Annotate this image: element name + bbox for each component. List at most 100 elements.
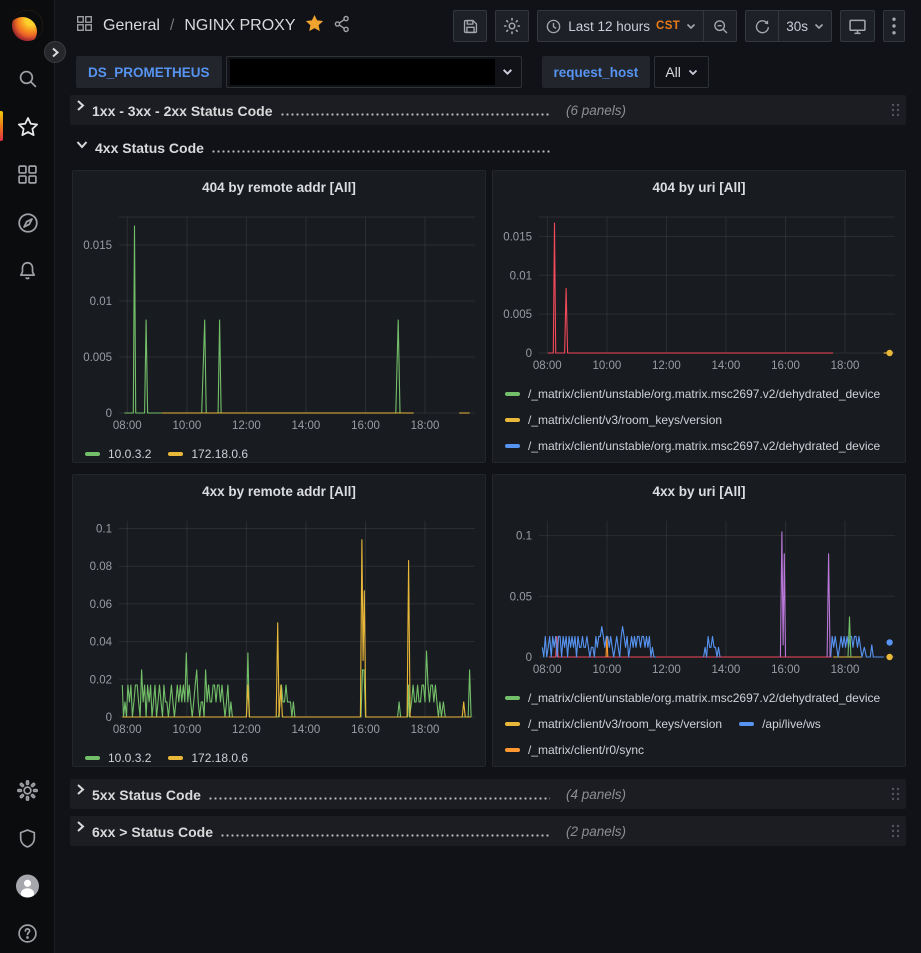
timeseries-chart[interactable]: 0 0.005 0.01 0.015 08:00 10:00 12:00 14:00 16:00… (73, 203, 485, 440)
server-admin-shield-icon[interactable] (16, 827, 39, 850)
legend-label: /_matrix/client/r0/sync (528, 743, 645, 757)
breadcrumb: General / NGINX PROXY (76, 14, 351, 38)
chart-legend: 10.0.3.2 172.18.0.6 (73, 744, 485, 766)
save-dashboard-button[interactable] (453, 10, 488, 42)
zoom-out-time-button[interactable] (703, 10, 738, 42)
legend-item[interactable]: /_matrix/client/unstable/org.matrix.msc2… (505, 763, 880, 766)
configuration-gear-icon[interactable] (16, 779, 39, 802)
user-avatar[interactable] (16, 874, 39, 897)
row-header-5xx[interactable]: 5xx Status Code (4 panels) (70, 779, 906, 809)
help-icon[interactable] (16, 922, 39, 945)
row-drag-handle[interactable] (890, 786, 900, 802)
legend-item[interactable]: /_matrix/client/r0/sync (505, 737, 644, 763)
svg-text:18:00: 18:00 (411, 724, 440, 736)
row-header-4xx[interactable]: 4xx Status Code (70, 132, 906, 162)
svg-text:0.05: 0.05 (510, 591, 532, 603)
alerting-bell-icon[interactable] (16, 259, 39, 282)
refresh-button[interactable] (745, 10, 780, 42)
dashboard-variables: DS_PROMETHEUS request_host All (55, 52, 921, 92)
svg-text:08:00: 08:00 (113, 724, 142, 736)
legend-label: 10.0.3.2 (108, 447, 152, 461)
datasource-variable-dropdown[interactable] (225, 56, 522, 88)
timeseries-chart[interactable]: 0 0.005 0.01 0.015 08:00 10:00 12:00 14:00 16:00… (493, 203, 905, 380)
explore-compass-icon[interactable] (16, 211, 39, 234)
legend-item[interactable]: /_matrix/client/unstable/org.matrix.msc2… (505, 685, 880, 711)
svg-text:10:00: 10:00 (593, 360, 622, 372)
favorite-star-icon[interactable] (305, 14, 323, 37)
legend-item[interactable]: 172.18.0.6 (168, 441, 249, 462)
timeseries-chart[interactable]: 0 0.05 0.1 08:00 10:00 12:00 14:00 16:00 18:00 (493, 507, 905, 684)
request-host-value: All (665, 64, 681, 80)
row-dotted-leader (279, 113, 550, 116)
legend-item[interactable]: 10.0.3.2 (85, 745, 151, 766)
time-range-label: Last 12 hours (568, 18, 651, 34)
row-header-6xx[interactable]: 6xx > Status Code (2 panels) (70, 816, 906, 846)
request-host-variable-dropdown[interactable]: All (654, 56, 709, 88)
request-host-variable-label[interactable]: request_host (541, 56, 651, 88)
legend-swatch (85, 756, 100, 760)
panel-title[interactable]: 4xx by uri [All] (652, 483, 746, 499)
refresh-interval-dropdown[interactable]: 30s (778, 10, 832, 42)
legend-swatch (168, 756, 184, 760)
panel-title[interactable]: 4xx by remote addr [All] (202, 483, 356, 499)
legend-label: 172.18.0.6 (191, 447, 249, 461)
panel-title[interactable]: 404 by uri [All] (652, 179, 746, 195)
svg-text:0.04: 0.04 (90, 637, 113, 649)
share-icon[interactable] (333, 15, 351, 38)
legend-item[interactable]: /_matrix/client/unstable/org.matrix.msc2… (505, 381, 880, 407)
legend-item[interactable]: /sw.js (739, 459, 791, 462)
svg-text:0.01: 0.01 (510, 270, 532, 282)
timeseries-chart[interactable]: 0 0.02 0.04 0.06 0.08 0.1 08:00 10:00 12:00 14:00… (73, 507, 485, 744)
svg-text:10:00: 10:00 (173, 724, 202, 736)
row-drag-handle[interactable] (890, 823, 900, 839)
svg-text:14:00: 14:00 (292, 420, 321, 432)
svg-text:0.005: 0.005 (83, 352, 112, 364)
legend-item[interactable]: /_matrix/client/unstable/org.matrix.msc2… (505, 433, 880, 459)
row-drag-handle[interactable] (890, 102, 900, 118)
legend-label: /_matrix/client/unstable/org.matrix.msc2… (528, 691, 881, 705)
panel-title[interactable]: 404 by remote addr [All] (202, 179, 356, 195)
row-header-1xx-3xx-2xx[interactable]: 1xx - 3xx - 2xx Status Code (6 panels) (70, 95, 906, 125)
chevron-down-icon (687, 23, 696, 29)
legend-item[interactable]: /_matrix/client/v3/room_keys/version (505, 407, 722, 433)
row-panel-count: (6 panels) (566, 102, 627, 118)
breadcrumb-dashboard-title[interactable]: NGINX PROXY (184, 17, 296, 34)
legend-swatch (505, 418, 520, 422)
tv-mode-button[interactable] (840, 10, 875, 42)
svg-text:10:00: 10:00 (173, 420, 202, 432)
dashboards-grid-icon[interactable] (76, 15, 93, 37)
row-title: 4xx Status Code (95, 140, 204, 156)
panel-4xx-by-remote-addr: 4xx by remote addr [All] 0 0.02 0.04 0.06 0.… (72, 474, 486, 767)
panel-4xx-by-uri: 4xx by uri [All] 0 0.05 0.1 08:00 10:00 12:00… (492, 474, 906, 767)
starred-icon[interactable] (16, 115, 39, 138)
svg-text:0.1: 0.1 (96, 524, 112, 536)
legend-item[interactable]: 172.18.0.6 (168, 745, 249, 766)
dashboards-icon[interactable] (16, 163, 39, 186)
legend-label: 172.18.0.6 (191, 751, 249, 765)
row-dotted-leader (220, 834, 550, 837)
legend-item[interactable]: /api/live/ws (739, 711, 821, 737)
svg-text:12:00: 12:00 (232, 420, 261, 432)
kebab-menu-button[interactable] (883, 10, 905, 42)
chevron-down-icon (814, 23, 824, 29)
legend-label: /_matrix/client/v3/room_keys/version (528, 717, 723, 731)
legend-swatch (505, 444, 520, 448)
time-range-picker[interactable]: Last 12 hours CST (537, 10, 705, 42)
svg-text:08:00: 08:00 (533, 664, 562, 676)
legend-item[interactable]: /_matrix/client/v3/room_keys/version (505, 459, 722, 462)
legend-item[interactable]: /_matrix/client/v3/room_keys/version (505, 711, 722, 737)
chart-legend: /_matrix/client/unstable/org.matrix.msc2… (493, 380, 905, 462)
toolbar-actions: Last 12 hours CST 30s (453, 10, 905, 42)
sidebar-expand-button[interactable] (44, 41, 66, 63)
dashboard-settings-button[interactable] (495, 10, 530, 42)
chart-legend: /_matrix/client/unstable/org.matrix.msc2… (493, 684, 905, 766)
breadcrumb-folder[interactable]: General (103, 17, 160, 34)
grafana-logo[interactable] (12, 10, 43, 41)
legend-item[interactable]: 10.0.3.2 (85, 441, 152, 462)
svg-text:14:00: 14:00 (712, 664, 741, 676)
svg-text:0.02: 0.02 (90, 674, 112, 686)
datasource-variable-label[interactable]: DS_PROMETHEUS (76, 56, 222, 88)
search-icon[interactable] (16, 67, 39, 90)
chevron-right-icon (76, 783, 85, 801)
